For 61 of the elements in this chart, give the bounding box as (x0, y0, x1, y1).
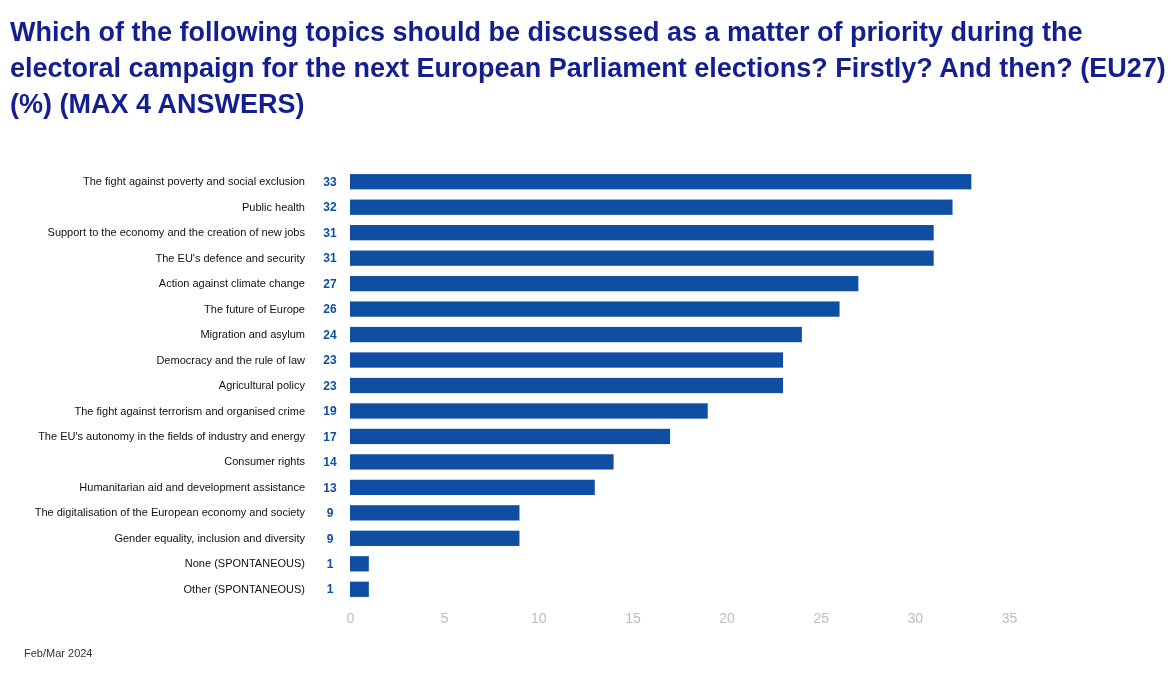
data-label: 33 (323, 174, 337, 189)
y-tick-label: The EU's autonomy in the fields of industry and energy (38, 429, 306, 442)
y-tick-label: The digitalisation of the European economy and society (34, 506, 306, 519)
bar (350, 581, 369, 597)
data-label: 9 (326, 531, 334, 546)
y-tick-label: The fight against poverty and social exclusion (83, 175, 305, 188)
bar (350, 505, 520, 521)
y-tick-label: The future of Europe (204, 302, 305, 315)
data-label: 13 (323, 480, 337, 495)
data-label: 1 (326, 556, 334, 571)
y-tick-label: Consumer rights (224, 455, 306, 468)
y-tick-label: Support to the economy and the creation of new jobs (47, 226, 306, 239)
bar (350, 301, 840, 317)
data-label: 23 (323, 378, 337, 393)
data-label: 31 (323, 225, 337, 240)
y-tick-label: Migration and asylum (200, 328, 305, 341)
y-tick-label: None (SPONTANEOUS) (184, 557, 305, 570)
data-label: 26 (323, 302, 337, 317)
data-label: 27 (323, 276, 337, 291)
bar (350, 556, 369, 572)
bar (350, 479, 595, 496)
bar (350, 199, 953, 215)
chart-title: Which of the following topics should be discussed as a matter of priority during the electoral campaign for the next European Parliament elections? Firstly? And then? (EU27) (%) (MAX 4 ANSWERS) (10, 16, 1167, 121)
y-tick-label: Agricultural policy (218, 379, 306, 392)
bar (350, 530, 520, 546)
bar (350, 352, 784, 368)
bar (350, 403, 708, 419)
x-tick-label: 20 (719, 609, 736, 626)
y-tick-label: Gender equality, inclusion and diversity (114, 531, 306, 544)
bar (350, 275, 859, 292)
y-tick-label: Action against climate change (158, 277, 305, 290)
bar (350, 377, 784, 394)
x-tick-label: 15 (625, 609, 641, 626)
y-tick-label: Other (SPONTANEOUS) (183, 582, 305, 595)
y-tick-label: Public health (242, 200, 305, 213)
data-label: 9 (326, 506, 334, 521)
data-label: 24 (323, 327, 337, 342)
x-tick-label: 0 (346, 609, 355, 626)
x-tick-label: 35 (1001, 609, 1018, 626)
y-tick-label: Humanitarian aid and development assistance (79, 480, 305, 493)
data-label: 19 (323, 404, 337, 419)
bar (350, 326, 802, 343)
data-label: 23 (323, 353, 337, 368)
data-label: 17 (323, 429, 337, 444)
data-label: 1 (326, 582, 334, 597)
y-tick-label: The fight against terrorism and organised crime (74, 404, 305, 417)
x-tick-label: 10 (531, 609, 547, 626)
x-tick-label: 25 (813, 609, 830, 626)
bar (350, 225, 934, 241)
bar (350, 174, 972, 190)
bar (350, 454, 614, 470)
text: Feb/Mar 2024 (24, 647, 93, 659)
data-label: 31 (323, 251, 337, 266)
x-tick-label: 30 (907, 609, 924, 626)
data-label: 32 (323, 200, 337, 215)
data-label: 14 (323, 455, 337, 470)
bar (350, 428, 671, 445)
y-tick-label: Democracy and the rule of law (156, 353, 306, 366)
x-tick-label: 5 (440, 609, 449, 626)
bar (350, 250, 934, 266)
y-tick-label: The EU's defence and security (155, 251, 306, 264)
